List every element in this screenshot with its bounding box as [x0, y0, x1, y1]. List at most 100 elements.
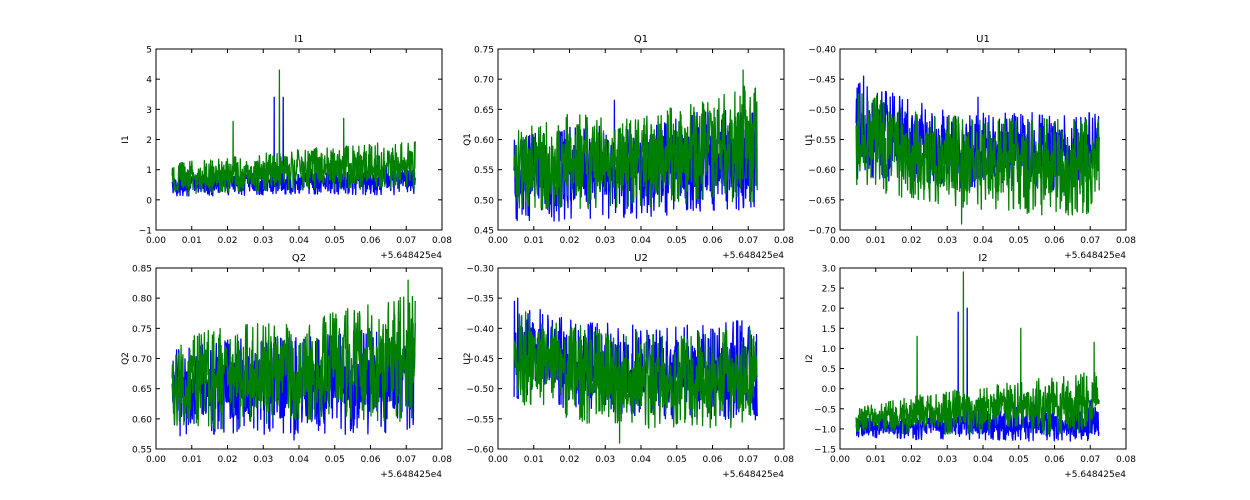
x-tick-label: 0.05 [325, 236, 345, 246]
x-tick-label: 0.06 [1044, 236, 1064, 246]
x-tick-label: 0.05 [667, 455, 687, 465]
y-tick-label: 0.70 [132, 355, 152, 365]
series-line-2 [171, 279, 416, 430]
x-tick-label: 0.02 [901, 455, 921, 465]
y-tick-label: −0.45 [466, 355, 494, 365]
y-axis-label: Q2 [121, 352, 131, 365]
y-tick-label: 4 [146, 76, 152, 86]
x-tick-label: 0.00 [830, 455, 850, 465]
y-tick-label: 0.65 [132, 385, 152, 395]
x-tick-label: 0.04 [973, 236, 993, 246]
series-line-2 [171, 69, 416, 195]
x-tick-label: 0.01 [182, 236, 202, 246]
x-tick-label: 0.06 [702, 455, 722, 465]
x-offset-label: +5.648425e4 [380, 251, 442, 261]
x-tick-label: 0.08 [1116, 236, 1136, 246]
y-tick-label: −1.0 [814, 425, 836, 435]
y-tick-label: −1.5 [814, 446, 836, 456]
y-tick-label: 5 [146, 46, 152, 56]
y-axis-label: I1 [121, 135, 131, 143]
y-tick-label: 3 [146, 106, 152, 116]
x-tick-label: 0.00 [488, 455, 508, 465]
x-tick-label: 0.03 [253, 455, 273, 465]
y-axis-label: I2 [805, 354, 815, 362]
y-tick-label: −0.50 [466, 385, 494, 395]
x-tick-label: 0.02 [559, 455, 579, 465]
plot-area [855, 75, 1100, 225]
y-tick-label: 0.45 [474, 227, 494, 237]
y-tick-label: −0.30 [466, 265, 494, 275]
x-tick-label: 0.04 [631, 236, 651, 246]
y-tick-label: 0.85 [132, 265, 152, 275]
plot-area [513, 297, 758, 444]
x-tick-label: 0.00 [830, 236, 850, 246]
x-tick-label: 0.07 [396, 236, 416, 246]
x-tick-label: 0.01 [866, 455, 886, 465]
y-tick-label: 0.55 [474, 166, 494, 176]
x-tick-label: 0.08 [1116, 455, 1136, 465]
x-tick-label: 0.04 [289, 236, 309, 246]
y-tick-label: −0.40 [808, 46, 836, 56]
x-tick-label: 0.05 [1009, 455, 1029, 465]
y-tick-label: −0.65 [808, 196, 836, 206]
x-tick-label: 0.04 [973, 455, 993, 465]
series-line-2 [513, 311, 758, 444]
y-tick-label: 1.5 [822, 325, 836, 335]
axes-frame [155, 48, 443, 231]
chart-title: I2 [978, 253, 987, 264]
x-tick-label: 0.06 [360, 455, 380, 465]
x-tick-label: 0.07 [1080, 455, 1100, 465]
y-tick-label: −0.70 [808, 227, 836, 237]
y-axis-label: U2 [463, 352, 473, 364]
plot-area [171, 279, 416, 441]
y-tick-label: 2 [146, 136, 152, 146]
y-tick-label: 1.0 [822, 345, 837, 355]
series-line-2 [513, 69, 758, 211]
y-tick-label: 3.0 [822, 265, 837, 275]
y-tick-label: −0.60 [808, 166, 836, 176]
x-tick-label: 0.02 [217, 236, 237, 246]
y-tick-label: 0.75 [474, 46, 494, 56]
x-tick-label: 0.06 [1044, 455, 1064, 465]
x-tick-label: 0.08 [774, 455, 794, 465]
x-tick-label: 0.08 [432, 455, 452, 465]
x-tick-label: 0.01 [866, 236, 886, 246]
x-tick-label: 0.07 [396, 455, 416, 465]
y-tick-label: 2.0 [822, 305, 837, 315]
x-tick-label: 0.05 [667, 236, 687, 246]
x-tick-label: 0.03 [937, 455, 957, 465]
y-tick-label: −0.40 [466, 325, 494, 335]
chart-title: U1 [976, 34, 990, 45]
subplot-q2: 0.55 0.60 0.65 0.70 0.75 0.80 0.85 0.00 0.01 0.02… [121, 253, 452, 480]
x-tick-label: 0.03 [595, 236, 615, 246]
x-tick-label: 0.02 [217, 455, 237, 465]
chart-title: I1 [294, 34, 303, 45]
y-tick-label: 2.5 [822, 285, 836, 295]
series-line-2 [855, 93, 1100, 225]
x-tick-label: 0.08 [774, 236, 794, 246]
y-tick-label: −1 [139, 227, 152, 237]
x-tick-label: 0.03 [937, 236, 957, 246]
chart-title: Q2 [292, 253, 306, 264]
y-tick-label: 0.5 [822, 365, 836, 375]
x-tick-label: 0.05 [1009, 236, 1029, 246]
x-tick-label: 0.07 [738, 236, 758, 246]
subplot-u1: −0.70 −0.65 −0.60 −0.55 −0.50 −0.45 −0.40 0.00 0… [805, 34, 1136, 261]
x-tick-label: 0.03 [253, 236, 273, 246]
y-tick-label: 0.50 [474, 196, 494, 206]
x-tick-label: 0.04 [631, 455, 651, 465]
x-tick-label: 0.05 [325, 455, 345, 465]
subplot-i2: −1.5 −1.0 −0.5 0.0 0.5 1.0 1.5 2.0 2.5 3.0 0.00 0.0… [805, 253, 1136, 480]
chart-title: Q1 [634, 34, 648, 45]
x-tick-label: 0.03 [595, 455, 615, 465]
y-tick-label: −0.50 [808, 106, 836, 116]
x-offset-label: +5.648425e4 [380, 470, 442, 480]
x-tick-label: 0.01 [524, 455, 544, 465]
chart-title: U2 [634, 253, 648, 264]
x-offset-label: +5.648425e4 [1064, 470, 1126, 480]
x-tick-label: 0.01 [524, 236, 544, 246]
x-tick-label: 0.04 [289, 455, 309, 465]
y-tick-label: 0.65 [474, 106, 494, 116]
y-tick-label: 0.70 [474, 76, 494, 86]
